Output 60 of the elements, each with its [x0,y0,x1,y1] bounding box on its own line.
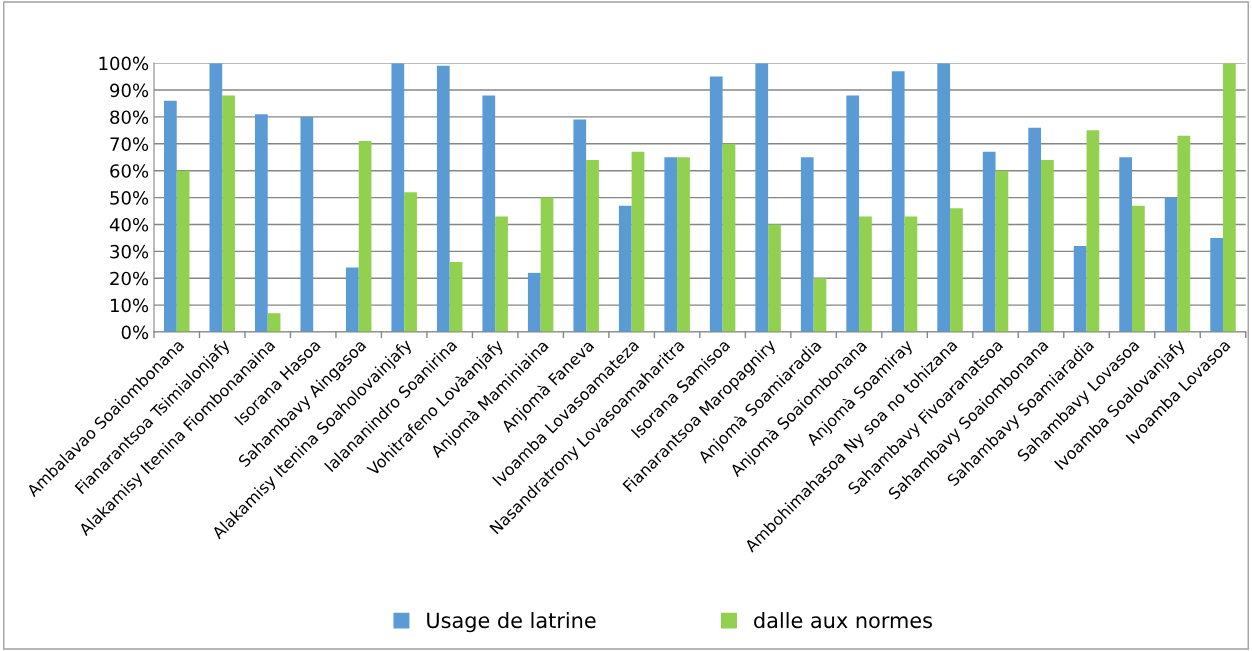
y-tick-label: 0% [121,325,149,340]
bar [1223,63,1236,333]
bar [664,157,678,333]
bar [222,95,235,333]
bar [755,63,769,333]
bar [345,267,359,333]
bar [176,170,190,333]
bar [709,76,723,333]
bar [1132,205,1145,333]
bar [404,192,417,333]
y-tick-label: 10% [110,298,149,313]
y-tick-label: 60% [110,164,149,178]
bar [618,205,632,333]
bar [995,170,1009,333]
bar [950,208,963,333]
y-tick-label: 40% [109,217,149,232]
y-tick-label: 50% [110,191,149,205]
legend-label: dalle aux normes [754,612,932,629]
bar [449,262,463,333]
y-tick-label: 30% [110,244,149,259]
bar [1177,135,1191,333]
bar [904,216,918,333]
bar [1028,127,1042,333]
bar [436,65,450,333]
bar [586,159,599,333]
y-tick-label: 70% [110,137,149,151]
y-tick-label: 20% [110,271,149,286]
bar [495,216,508,333]
y-tick-label: 100% [99,56,149,71]
bar [1210,237,1223,333]
bar [891,71,905,333]
y-tick-label: 80% [110,110,149,125]
bar [631,151,645,333]
bar [1164,197,1178,333]
bar [573,119,587,333]
bar [859,216,872,333]
bar [677,157,690,333]
bar [527,272,541,333]
bar [937,63,951,333]
bar [768,224,781,333]
bar [846,95,860,333]
bar [254,114,268,333]
bar [982,151,996,333]
bar [1041,159,1054,333]
bar [1086,130,1100,333]
bar [482,95,496,333]
bar [540,197,554,333]
bar [800,157,814,333]
bar [391,63,405,333]
bar [813,278,827,333]
bar [1073,245,1087,333]
bar [267,313,281,333]
bar [358,141,372,333]
bar [300,116,314,333]
bar [164,100,177,333]
bar [722,143,736,333]
bar [209,63,223,333]
y-tick-label: 90% [110,83,149,98]
bar [1119,157,1133,333]
legend-label: Usage de latrine [427,612,596,633]
